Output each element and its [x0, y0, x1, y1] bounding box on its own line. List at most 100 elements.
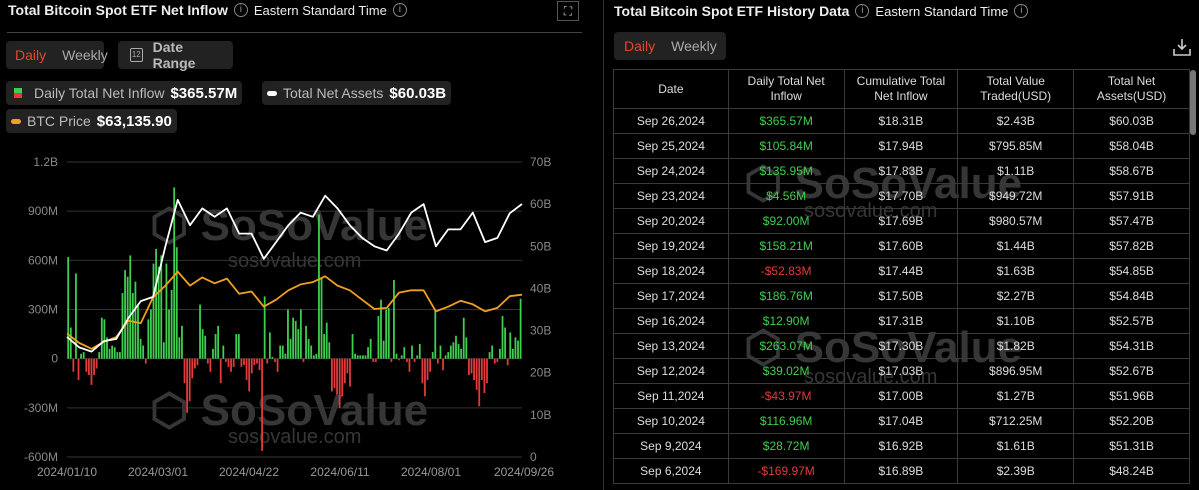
table-row[interactable]: Sep 23,2024 $4.56M $17.70B $949.72M $57.91B: [613, 183, 1190, 209]
table-cell: $4.56M: [727, 183, 845, 209]
table-cell: $17.69B: [843, 208, 959, 234]
inflow-bar: [258, 358, 261, 371]
left-axis-tick: 1.2B: [33, 155, 58, 169]
table-row[interactable]: Sep 10,2024 $116.96M $17.04B $712.25M $52.20…: [613, 408, 1190, 434]
table-cell: -$43.97M: [727, 383, 845, 409]
btc-price-line: [66, 270, 523, 350]
table-cell: $1.82B: [957, 333, 1075, 359]
inflow-bar: [302, 358, 305, 362]
x-axis-tick: 2024/03/01: [128, 465, 188, 479]
table-cell: $12.90M: [727, 308, 845, 334]
table-cell: Sep 9,2024: [613, 433, 729, 459]
table-row[interactable]: Sep 19,2024 $158.21M $17.60B $1.44B $57.82B: [613, 233, 1190, 259]
info-icon[interactable]: i: [855, 4, 870, 18]
legend-label: Daily Total Net Inflow: [34, 85, 165, 101]
info-icon[interactable]: i: [233, 3, 248, 17]
net-inflow-chart[interactable]: 1.2B 900M 600M 300M 0 -300M -600M 70B 60B 50B 40B 3…: [0, 0, 600, 490]
inflow-bar: [204, 335, 207, 359]
inflow-bar: [224, 358, 227, 362]
inflow-bar: [343, 358, 346, 384]
left-axis-tick: 600M: [28, 253, 58, 267]
inflow-bar: [364, 355, 367, 359]
table-cell: $1.61B: [957, 433, 1075, 459]
table-cell: $57.91B: [1073, 183, 1190, 209]
inflow-bar: [266, 358, 269, 364]
table-cell: $1.63B: [957, 258, 1075, 284]
inflow-bar: [506, 358, 509, 366]
inflow-bar: [486, 358, 488, 384]
inflow-bar: [356, 355, 359, 359]
table-row[interactable]: Sep 6,2024 -$169.97M $16.89B $2.39B $48.24B: [613, 458, 1190, 484]
inflow-bar: [193, 358, 196, 369]
table-cell: $17.70B: [843, 183, 959, 209]
inflow-bar: [354, 353, 357, 359]
table-row[interactable]: Sep 25,2024 $105.84M $17.94B $795.85M $58.04…: [613, 133, 1190, 159]
inflow-bar: [421, 358, 424, 384]
table-row[interactable]: Sep 17,2024 $186.76M $17.50B $2.27B $54.84B: [613, 283, 1190, 309]
inflow-bar: [465, 337, 468, 359]
table-row[interactable]: Sep 12,2024 $39.02M $17.03B $896.95M $52.67B: [613, 358, 1190, 384]
table-row[interactable]: Sep 13,2024 $263.07M $17.30B $1.82B $54.31B: [613, 333, 1190, 359]
x-axis-tick: 2024/09/26: [494, 465, 554, 479]
inflow-bar: [139, 339, 142, 359]
inflow-bar: [188, 358, 191, 402]
table-cell: $2.27B: [957, 283, 1075, 309]
table-row[interactable]: Sep 24,2024 $135.95M $17.83B $1.11B $58.67B: [613, 158, 1190, 184]
table-cell: Sep 24,2024: [613, 158, 729, 184]
table-row[interactable]: Sep 26,2024 $365.57M $18.31B $2.43B $60.03B: [613, 108, 1190, 134]
table-row[interactable]: Sep 18,2024 -$52.83M $17.44B $1.63B $54.85B: [613, 258, 1190, 284]
x-axis-tick: 2024/06/11: [310, 465, 369, 479]
table-cell: Sep 23,2024: [613, 183, 729, 209]
inflow-bar: [297, 329, 300, 359]
legend-daily-inflow[interactable]: Daily Total Net Inflow $365.57M: [6, 81, 243, 105]
inflow-bar: [168, 309, 170, 359]
history-panel: Total Bitcoin Spot ETF History Data i Ea…: [603, 0, 1199, 490]
inflow-swatch-icon: [14, 88, 22, 98]
table-cell: $1.44B: [957, 233, 1075, 259]
inflow-bar: [398, 358, 400, 361]
download-icon[interactable]: [1172, 37, 1192, 57]
fullscreen-icon[interactable]: ⛶: [557, 1, 579, 21]
legend-net-assets[interactable]: Total Net Assets $60.03B: [262, 81, 452, 105]
info-icon[interactable]: i: [392, 3, 407, 17]
left-axis-tick: 300M: [28, 303, 58, 317]
inflow-bar: [338, 358, 341, 408]
tab-daily[interactable]: Daily: [624, 38, 656, 54]
date-range-button[interactable]: 12 Date Range: [118, 39, 233, 71]
inflow-bar: [439, 345, 442, 359]
scrollbar[interactable]: [1190, 70, 1196, 135]
info-icon[interactable]: i: [1014, 4, 1029, 18]
inflow-bar: [447, 352, 450, 359]
table-cell: $17.83B: [843, 158, 959, 184]
table-cell: $39.02M: [727, 358, 845, 384]
inflow-bar: [380, 299, 382, 359]
table-row[interactable]: Sep 16,2024 $12.90M $17.31B $1.10B $52.57B: [613, 308, 1190, 334]
legend-btc-price[interactable]: BTC Price $63,135.90: [6, 109, 177, 133]
left-axis-tick: -300M: [24, 401, 58, 415]
period-toggle: Daily Weekly: [614, 32, 726, 60]
table-cell: $51.31B: [1073, 433, 1190, 459]
inflow-bar: [377, 316, 380, 359]
date-range-label: Date Range: [152, 39, 196, 71]
tab-weekly[interactable]: Weekly: [671, 38, 717, 54]
inflow-bar: [478, 358, 481, 407]
table-row[interactable]: Sep 11,2024 -$43.97M $17.00B $1.27B $51.96B: [613, 383, 1190, 409]
inflow-bar: [274, 358, 276, 362]
tab-daily[interactable]: Daily: [15, 47, 47, 63]
table-row[interactable]: Sep 9,2024 $28.72M $16.92B $1.61B $51.31B: [613, 433, 1190, 459]
tab-weekly[interactable]: Weekly: [62, 47, 108, 63]
table-row[interactable]: Sep 20,2024 $92.00M $17.69B $980.57M $57.47B: [613, 208, 1190, 234]
inflow-bar: [346, 358, 349, 374]
table-cell: $17.00B: [843, 383, 959, 409]
table-header-row: Date Daily Total Net Inflow Cumulative Tota…: [613, 69, 1190, 109]
inflow-bar: [144, 358, 147, 364]
table-cell: $980.57M: [957, 208, 1075, 234]
inflow-bar: [183, 358, 186, 384]
timezone-label: Eastern Standard Time: [875, 3, 1009, 19]
table-cell: $51.96B: [1073, 383, 1190, 409]
inflow-bar: [160, 255, 163, 359]
inflow-bar: [499, 348, 501, 359]
right-axis-tick: 70B: [530, 155, 551, 169]
inflow-bar: [95, 358, 98, 369]
inflow-bar: [470, 358, 473, 374]
